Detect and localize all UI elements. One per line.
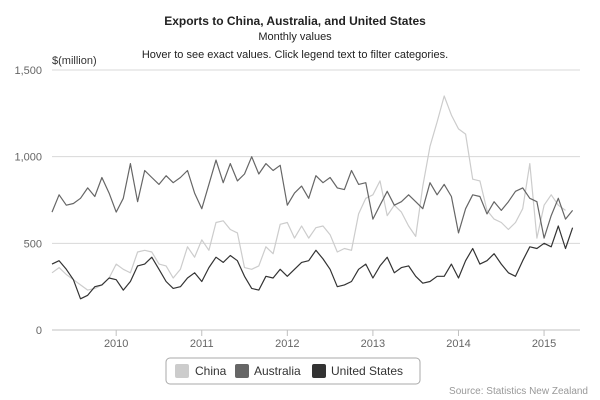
y-tick-label: 500 — [24, 238, 42, 250]
y-axis-label: $(million) — [52, 55, 97, 67]
x-tick-label: 2015 — [532, 338, 556, 350]
source-note: Source: Statistics New Zealand — [449, 386, 588, 397]
legend-item-united-states[interactable]: United States — [312, 364, 403, 378]
x-tick-label: 2013 — [361, 338, 385, 350]
tick-layer: 0 500 1,000 1,500 2010 2011 2012 2013 2014 2015 — [14, 65, 556, 350]
grid-layer — [52, 69, 580, 336]
legend: China Australia United States — [165, 357, 421, 385]
x-tick-label: 2011 — [190, 338, 214, 350]
legend-item-australia[interactable]: Australia — [235, 364, 301, 378]
y-tick-label: 1,500 — [14, 65, 42, 77]
series-layer — [51, 95, 574, 300]
legend-label-united-states[interactable]: United States — [331, 364, 403, 378]
x-tick-label: 2010 — [104, 338, 128, 350]
series-line-australia[interactable] — [51, 156, 574, 239]
chart-title: Exports to China, Australia, and United … — [164, 14, 426, 28]
legend-label-australia[interactable]: Australia — [254, 364, 301, 378]
legend-swatch-australia — [235, 364, 249, 378]
legend-item-china[interactable]: China — [175, 364, 227, 378]
chart-instructions: Hover to see exact values. Click legend … — [142, 49, 448, 61]
chart-subtitle: Monthly values — [258, 31, 332, 43]
x-tick-label: 2012 — [275, 338, 299, 350]
legend-box — [165, 357, 421, 385]
y-tick-label: 0 — [36, 325, 42, 337]
series-line-china[interactable] — [51, 95, 566, 291]
series-line-united-states[interactable] — [51, 225, 574, 300]
x-tick-label: 2014 — [446, 338, 470, 350]
legend-swatch-china — [175, 364, 189, 378]
legend-label-china[interactable]: China — [195, 364, 227, 378]
legend-swatch-united-states — [312, 364, 326, 378]
y-tick-label: 1,000 — [14, 152, 42, 164]
